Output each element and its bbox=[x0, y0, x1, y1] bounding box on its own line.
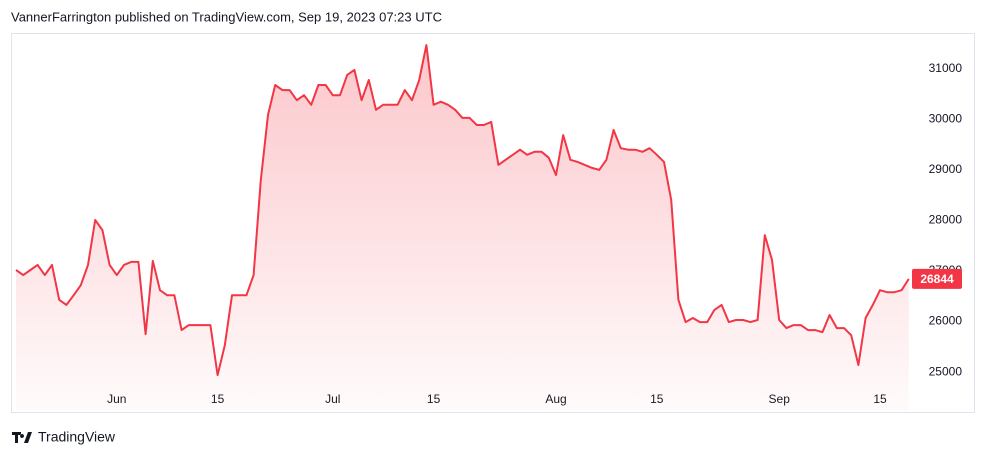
area-fill bbox=[16, 45, 909, 411]
logo bbox=[12, 432, 32, 443]
y-tick-label: 29000 bbox=[929, 162, 963, 176]
logo-icon bbox=[12, 432, 32, 443]
y-tick-label: 31000 bbox=[929, 61, 963, 75]
price-line bbox=[15, 44, 910, 377]
last-price-label: 26844 bbox=[920, 272, 954, 286]
y-tick-label: 28000 bbox=[929, 213, 963, 227]
chart-title: VannerFarrington published on TradingVie… bbox=[11, 9, 442, 24]
y-tick-label: 26000 bbox=[929, 314, 963, 328]
last-price-box bbox=[912, 268, 962, 289]
y-tick-label: 25000 bbox=[929, 364, 963, 378]
chart-frame bbox=[11, 33, 975, 413]
y-tick-label: 30000 bbox=[929, 112, 963, 126]
source-label: TradingView bbox=[38, 429, 116, 445]
